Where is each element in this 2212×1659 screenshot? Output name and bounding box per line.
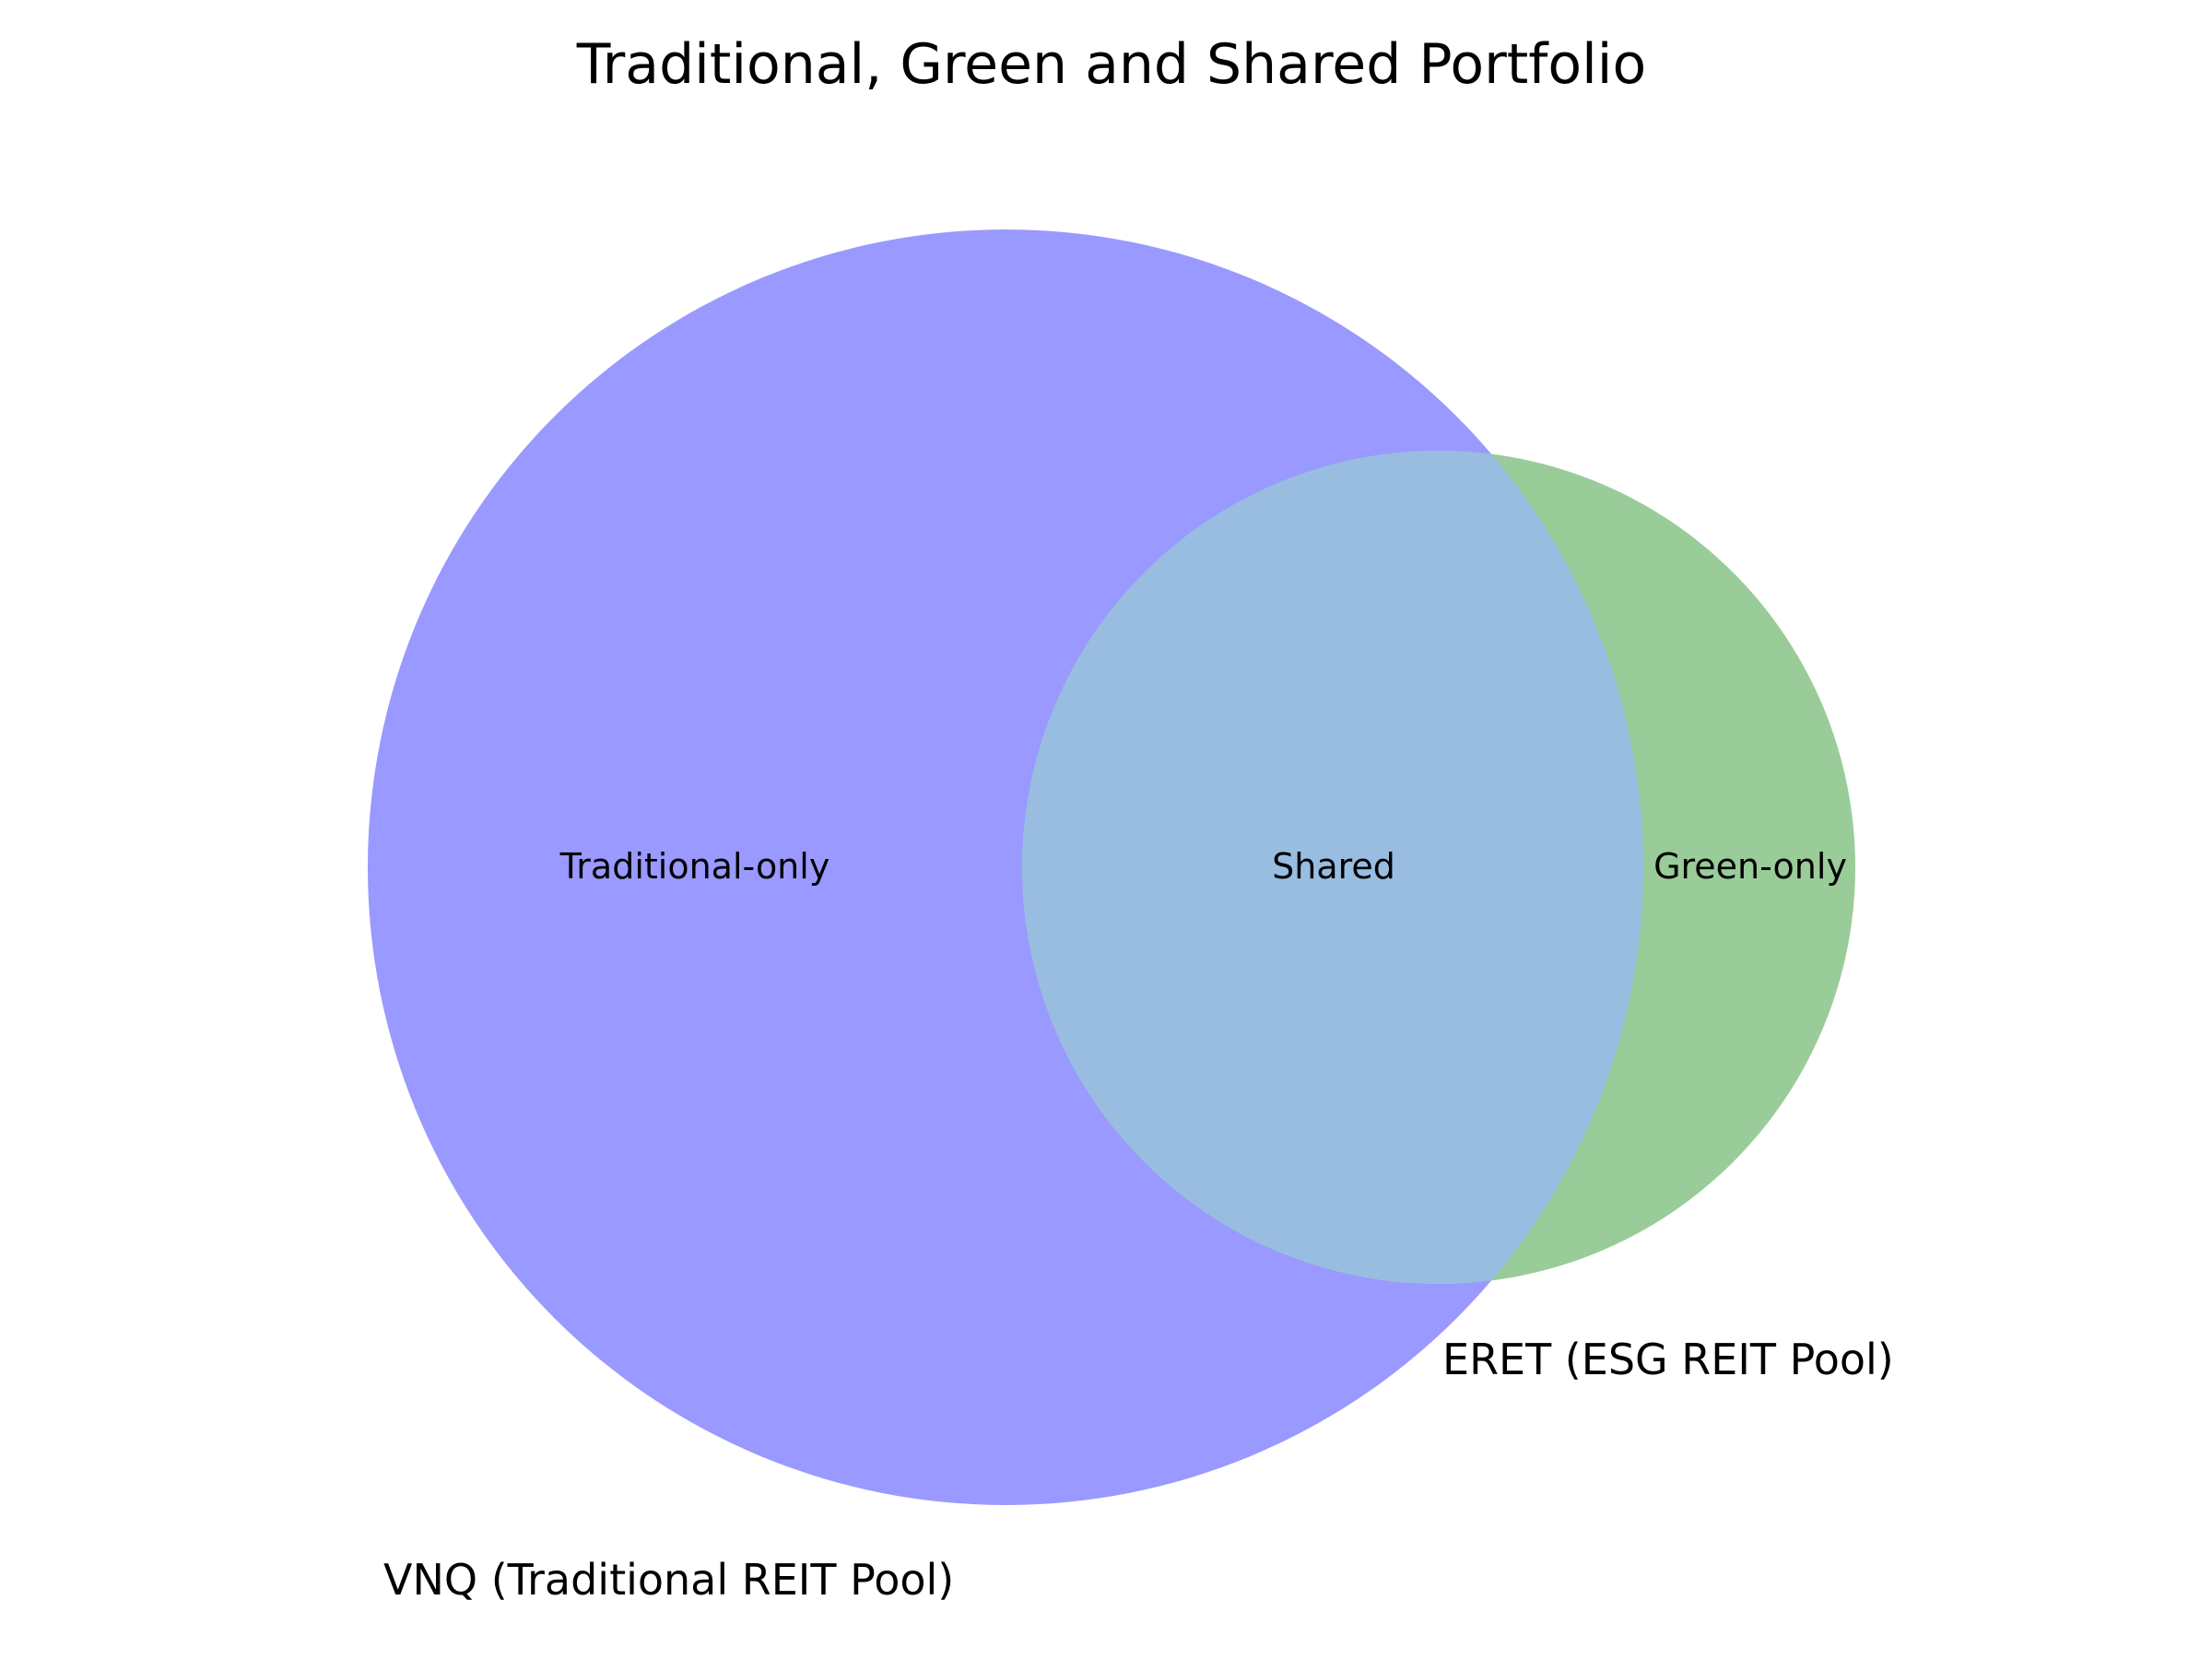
chart-title: Traditional, Green and Shared Portfolio (576, 32, 1646, 97)
traditional-only-label: Traditional-only (559, 846, 830, 887)
shared-region (1022, 451, 1643, 1284)
traditional-set-label: VNQ (Traditional REIT Pool) (383, 1555, 954, 1605)
green-only-label: Green-only (1653, 846, 1847, 887)
shared-label: Shared (1272, 846, 1395, 887)
green-set-label: ERET (ESG REIT Pool) (1442, 1335, 1894, 1384)
